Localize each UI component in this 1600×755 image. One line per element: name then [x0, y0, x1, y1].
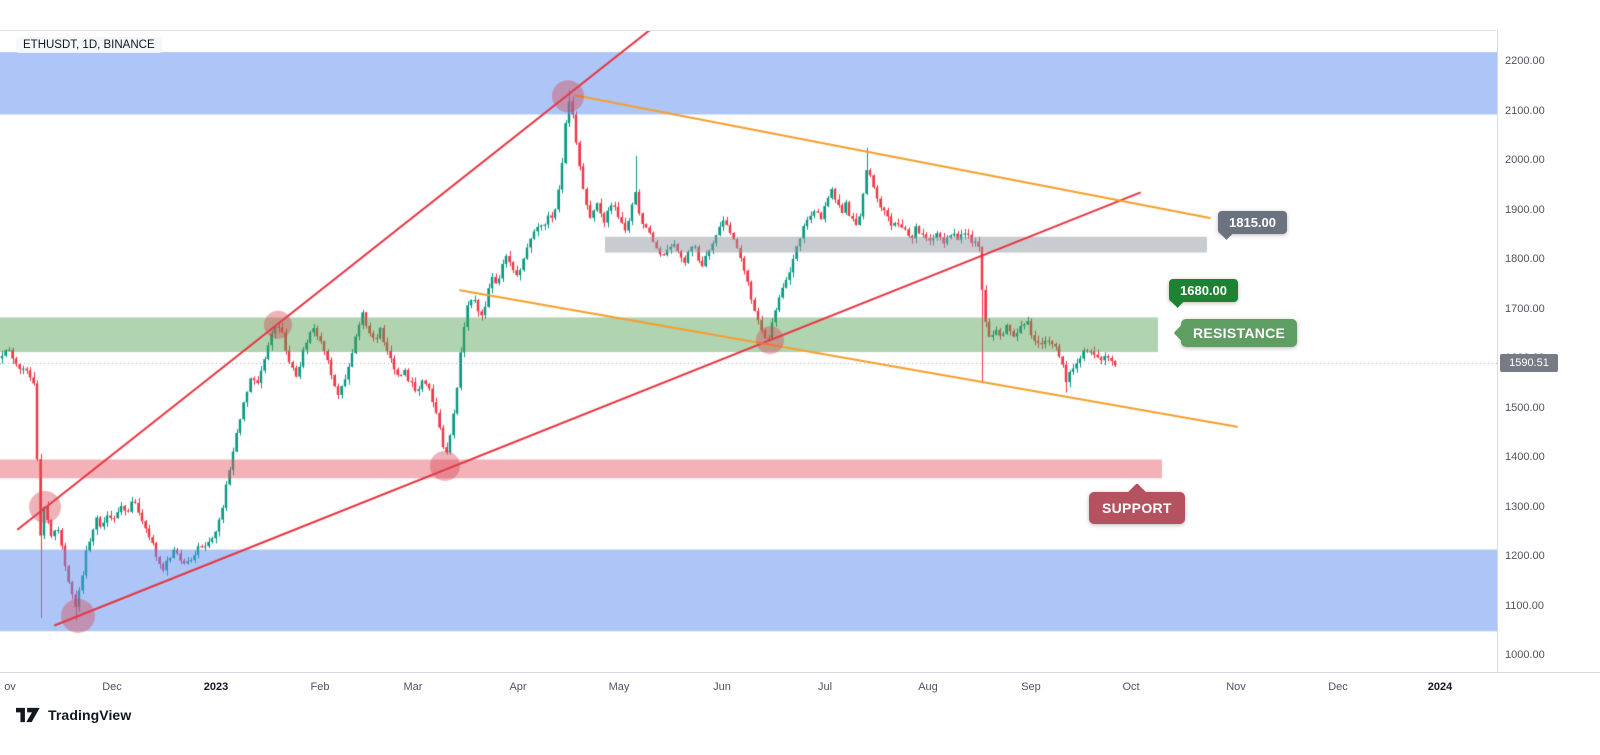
- time-tick-label: Jun: [713, 681, 731, 693]
- time-tick-label: Dec: [1328, 681, 1348, 693]
- level-label-1680-text: 1680.00: [1180, 283, 1227, 298]
- time-tick-label: Dec: [102, 681, 122, 693]
- price-axis[interactable]: 1590.51 2200.00 2100.00 2000.00 1900.00 1800…: [1497, 30, 1600, 672]
- symbol-title[interactable]: ETHUSDT, 1D, BINANCE: [16, 37, 162, 53]
- last-price-label: 1590.51: [1500, 353, 1558, 372]
- tradingview-logo[interactable]: [16, 707, 41, 723]
- level-label-1815[interactable]: 1815.00: [1218, 211, 1287, 240]
- time-tick-label: Nov: [1226, 681, 1246, 693]
- time-tick-label: Sep: [1021, 681, 1041, 693]
- time-tick-label: Aug: [918, 681, 938, 693]
- support-label-text: SUPPORT: [1102, 500, 1172, 516]
- level-label-1680[interactable]: 1680.00: [1169, 279, 1238, 308]
- price-tick-label: 1100.00: [1505, 599, 1544, 612]
- tradingview-footer: TradingView: [16, 707, 131, 723]
- price-tick-label: 1300.00: [1505, 500, 1545, 513]
- support-label[interactable]: SUPPORT: [1089, 483, 1185, 524]
- price-tick-label: 2000.00: [1505, 154, 1545, 166]
- time-tick-label: Oct: [1122, 681, 1140, 693]
- chart-top-border: [0, 30, 1600, 31]
- time-tick-label: May: [608, 681, 630, 693]
- tradingview-brand[interactable]: TradingView: [48, 707, 132, 723]
- price-tick-label: 1900.00: [1505, 203, 1545, 216]
- time-tick-label: 2023: [203, 681, 229, 693]
- price-tick-label: 1500.00: [1505, 401, 1545, 414]
- price-tick-label: 1000.00: [1505, 649, 1545, 661]
- time-tick-label: Feb: [310, 681, 330, 693]
- time-tick-label: Apr: [509, 681, 527, 693]
- time-tick-label: 2024: [1427, 681, 1453, 693]
- price-tick-label: 1800.00: [1505, 253, 1545, 265]
- price-tick-label: 1400.00: [1505, 451, 1545, 463]
- time-tick-label: ov: [4, 681, 16, 693]
- time-tick-label: Jul: [817, 681, 833, 693]
- resistance-label-text: RESISTANCE: [1193, 325, 1286, 341]
- price-tick-label: 2200.00: [1505, 55, 1545, 67]
- price-tick-label: 2100.00: [1505, 104, 1545, 117]
- time-tick-label: Mar: [403, 681, 423, 693]
- time-axis[interactable]: ov Dec 2023 Feb Mar Apr May Jun Jul Aug Sep Oct Nov D…: [0, 672, 1600, 703]
- level-label-1815-text: 1815.00: [1229, 215, 1276, 230]
- price-tick-label: 1700.00: [1505, 302, 1545, 315]
- price-tick-label: 1200.00: [1505, 550, 1545, 562]
- resistance-label[interactable]: RESISTANCE: [1173, 319, 1298, 347]
